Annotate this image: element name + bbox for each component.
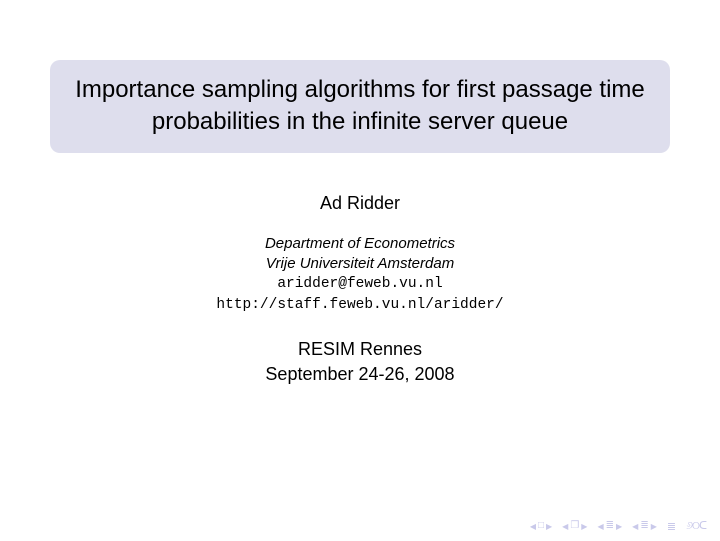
- venue-name: RESIM Rennes: [50, 337, 670, 362]
- triangle-right-icon: ▶: [651, 522, 657, 531]
- nav-prev-slide[interactable]: ◀ ≣ ▶: [597, 521, 622, 531]
- triangle-right-icon: ▶: [581, 522, 587, 531]
- redo-icon: ᑕ: [699, 520, 706, 532]
- slide-title: Importance sampling algorithms for first…: [70, 74, 650, 139]
- beamer-navbar: ◀ □ ▶ ◀ ❐ ▶ ◀ ≣ ▶ ◀ ≣ ▶ ≣ ୬୦ᑕ: [530, 519, 706, 533]
- slide: Importance sampling algorithms for first…: [0, 0, 720, 541]
- venue-date: September 24-26, 2008: [50, 362, 670, 387]
- bars-icon: ≣: [667, 521, 676, 533]
- nav-back-section[interactable]: ◀ □ ▶: [530, 521, 552, 531]
- triangle-left-icon: ◀: [597, 522, 603, 531]
- venue-block: RESIM Rennes September 24-26, 2008: [50, 337, 670, 387]
- author-name: Ad Ridder: [50, 193, 670, 214]
- affil-url: http://staff.feweb.vu.nl/aridder/: [50, 295, 670, 315]
- triangle-left-icon: ◀: [632, 522, 638, 531]
- triangle-right-icon: ▶: [546, 522, 552, 531]
- triangle-right-icon: ▶: [616, 522, 622, 531]
- triangle-left-icon: ◀: [530, 522, 536, 531]
- nav-back-subsection[interactable]: ◀ ❐ ▶: [562, 521, 587, 531]
- affil-univ: Vrije Universiteit Amsterdam: [50, 254, 670, 274]
- triangle-left-icon: ◀: [562, 522, 568, 531]
- nav-next-slide[interactable]: ◀ ≣ ▶: [632, 521, 657, 531]
- redo-icon: ୦: [692, 520, 699, 532]
- nav-back-forward[interactable]: ୬୦ᑕ: [686, 519, 706, 533]
- nav-goto-end[interactable]: ≣: [667, 520, 676, 533]
- square-icon: □: [538, 521, 544, 531]
- title-block: Importance sampling algorithms for first…: [50, 60, 670, 153]
- affil-dept: Department of Econometrics: [50, 234, 670, 254]
- frame-icon: ❐: [570, 521, 579, 531]
- affil-email: aridder@feweb.vu.nl: [50, 274, 670, 294]
- bars-icon: ≣: [640, 521, 648, 531]
- affiliation-block: Department of Econometrics Vrije Univers…: [50, 234, 670, 315]
- bars-icon: ≣: [606, 521, 614, 531]
